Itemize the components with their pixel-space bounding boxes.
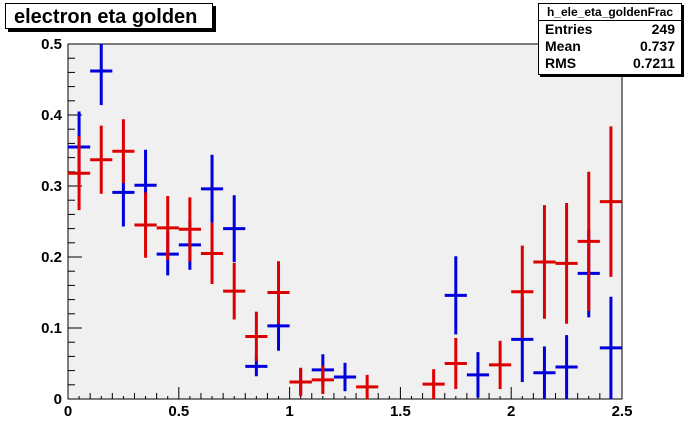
plot-frame	[67, 43, 623, 400]
y-tick-label: 0.4	[41, 107, 63, 124]
stats-box: h_ele_eta_goldenFrac Entries 249 Mean 0.…	[538, 3, 682, 75]
x-tick-label: 0.5	[168, 403, 189, 420]
y-tick-label: 0	[54, 391, 62, 408]
stats-value: 0.7211	[632, 55, 675, 71]
stats-row-entries: Entries 249	[539, 21, 681, 38]
x-tick-label: 1	[285, 403, 293, 420]
stats-label: RMS	[545, 55, 577, 71]
stats-value: 249	[651, 21, 675, 37]
stats-label: Mean	[545, 38, 581, 54]
y-tick-label: 0.5	[41, 36, 62, 53]
stats-value: 0.737	[639, 38, 675, 54]
stats-label: Entries	[545, 21, 593, 37]
chart-title: electron eta golden	[5, 3, 213, 29]
stats-title: h_ele_eta_goldenFrac	[539, 4, 681, 21]
y-tick-label: 0.1	[41, 320, 62, 337]
x-tick-label: 1.5	[390, 403, 411, 420]
stats-row-mean: Mean 0.737	[539, 38, 681, 55]
x-tick-label: 0	[64, 403, 72, 420]
y-tick-label: 0.3	[41, 178, 62, 195]
x-tick-label: 2	[507, 403, 515, 420]
y-tick-label: 0.2	[41, 249, 62, 266]
chart-title-text: electron eta golden	[14, 6, 198, 28]
x-tick-label: 2.5	[612, 403, 633, 420]
stats-row-rms: RMS 0.7211	[539, 55, 681, 72]
